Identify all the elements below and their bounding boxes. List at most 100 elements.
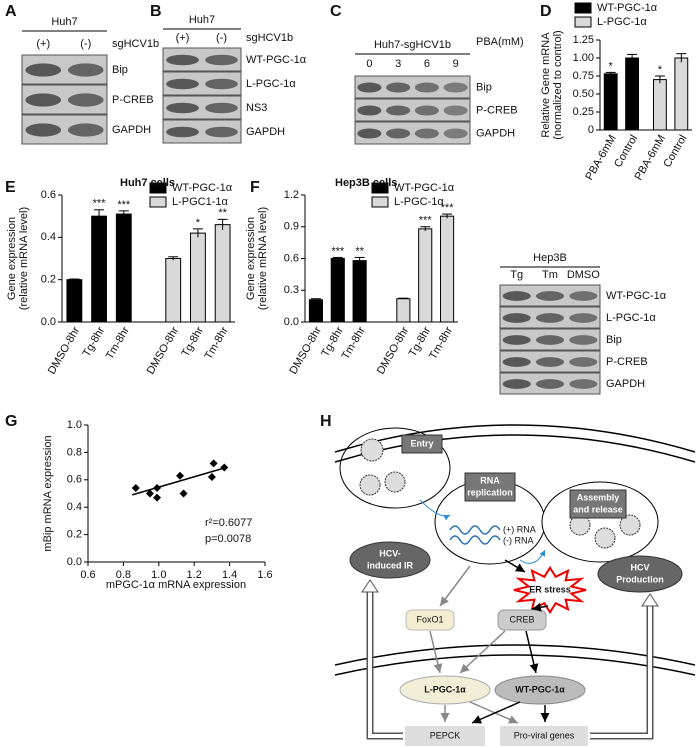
significance: *** (419, 215, 433, 227)
band (386, 105, 411, 116)
significance: *** (93, 198, 107, 210)
significance: * (609, 60, 614, 72)
band (569, 379, 598, 389)
point (145, 489, 154, 498)
band (25, 93, 62, 107)
band-label: Bip (112, 64, 128, 76)
replication-label: RNA (480, 475, 500, 485)
band (414, 82, 439, 93)
lane-label: (-) (80, 38, 91, 50)
chart-title: Huh7 cells (120, 177, 175, 189)
legend-label: L-PGC-1α (597, 16, 647, 28)
band-label: L-PGC-1α (246, 78, 296, 90)
x-tick-label: 1.6 (257, 569, 272, 581)
entry-vesicle (339, 427, 451, 509)
arrow (429, 630, 443, 674)
band-label: GAPDH (606, 378, 645, 390)
y-axis-label: (relative mRNA level) (18, 207, 30, 310)
er-stress-star (513, 565, 587, 615)
x-tick-label: 1.4 (222, 569, 237, 581)
legend-label: WT-PGC-1α (597, 2, 658, 14)
panel-letter: C (330, 3, 342, 20)
y-tick-label: 1.25 (573, 34, 594, 46)
diagram: Entry RNA replication Assembly and relea… (334, 424, 696, 746)
point (220, 463, 229, 472)
y-axis-label: mBip mRNA expression (42, 435, 54, 551)
band (414, 105, 439, 116)
y-axis-label: Gene expression (245, 217, 257, 300)
y-tick-label: 0.9 (284, 221, 299, 233)
point (207, 473, 216, 482)
hollow-arrow (590, 604, 652, 738)
y-axis-label: (normalized to control) (552, 30, 564, 139)
x-tick-label: Tm-8hr (203, 325, 231, 362)
y-axis-label: Relative Gene mRNA (540, 32, 552, 138)
band (25, 63, 62, 77)
band (205, 126, 238, 138)
point (209, 459, 218, 468)
virions (359, 438, 641, 549)
y-tick-label: 0.3 (284, 284, 299, 296)
band (502, 313, 531, 323)
band-label: GAPDH (476, 127, 515, 139)
band (502, 335, 531, 345)
x-tick-label: 0.8 (116, 569, 131, 581)
legend-swatch (149, 196, 167, 208)
x-tick-label: 1.2 (187, 569, 202, 581)
bar (652, 79, 667, 131)
creb-label: CREB (509, 614, 534, 624)
legend-swatch (574, 2, 592, 14)
blot-header: Huh7-sgHCV1b (374, 39, 451, 51)
lane-label: DMSO (567, 269, 600, 281)
x-tick-label: Tg-8hr (179, 325, 206, 359)
bar (91, 215, 107, 323)
virion (384, 471, 406, 493)
y-tick-label: 0 (588, 124, 594, 136)
er-stress-label: ER stress (529, 584, 571, 594)
panel-letter: A (5, 3, 17, 20)
pepck-label: PEPCK (430, 730, 461, 740)
arrow (419, 499, 451, 521)
y-tick-label: 0.8 (67, 446, 82, 458)
x-tick-label: PBA-6mM (583, 133, 618, 182)
arrow (469, 701, 519, 724)
production-label: Production (616, 574, 664, 584)
lane-title: sgHCV1b (112, 38, 159, 50)
band (569, 313, 598, 323)
legend-swatch (149, 182, 167, 194)
band (357, 105, 382, 116)
lane-label: 3 (395, 58, 401, 70)
band (569, 335, 598, 345)
blot-header: Hep3B (533, 252, 567, 264)
virion (619, 514, 641, 536)
lane-title: sgHCV1b (246, 32, 293, 44)
l-pgc-node (399, 675, 491, 705)
x-tick-label: 0.6 (80, 569, 95, 581)
rna-label: (-) RNA (503, 535, 534, 545)
legend-label: L-PGC-1α (394, 196, 444, 208)
band-label: GAPDH (246, 126, 285, 138)
fit-line (132, 466, 227, 496)
band-label: Bip (606, 334, 622, 346)
membrane (334, 434, 696, 463)
band (357, 82, 382, 93)
y-tick-label: 1.2 (284, 189, 299, 201)
band (166, 126, 199, 138)
replication-label: replication (467, 487, 513, 497)
lane-label: Tm (542, 269, 558, 281)
blot-header: Huh7 (51, 16, 77, 28)
arrow (439, 565, 471, 607)
y-axis-label: Gene expression (6, 217, 18, 300)
arrow-head (361, 579, 379, 593)
x-tick-label: 1.0 (151, 569, 166, 581)
x-tick-label: DMSO-8hr (46, 325, 83, 377)
label-box (464, 472, 516, 502)
legend-label: WT-PGC-1α (394, 182, 455, 194)
band (569, 357, 598, 367)
lane-label: (-) (216, 32, 227, 44)
band (166, 78, 199, 90)
point (153, 484, 162, 493)
proviral-node (500, 726, 588, 746)
bar (115, 213, 132, 323)
bar (308, 299, 323, 323)
